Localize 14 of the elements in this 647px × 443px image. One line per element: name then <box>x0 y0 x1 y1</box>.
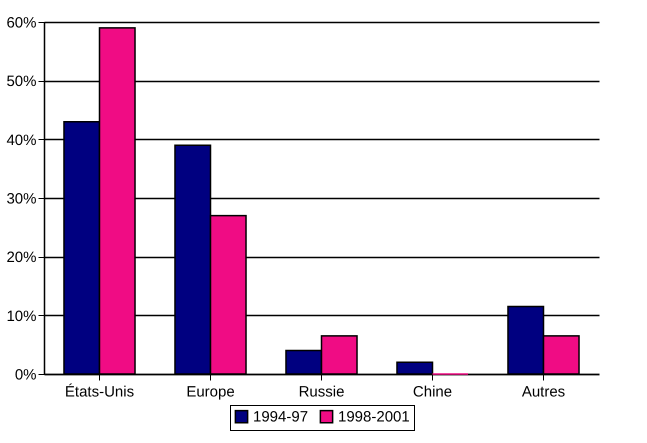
x-tick-label: Russie <box>298 384 344 400</box>
y-tick-label: 30% <box>6 190 36 208</box>
legend-label: 1998-2001 <box>338 408 410 426</box>
x-tick-label: Europe <box>186 384 235 400</box>
y-tick-label: 40% <box>6 132 36 149</box>
y-tick-label: 60% <box>6 14 36 32</box>
legend-label: 1994-97 <box>253 408 308 426</box>
x-tick-label: Autres <box>522 384 566 400</box>
y-tick-label: 50% <box>6 73 36 90</box>
x-tick-label: Chine <box>412 384 452 400</box>
x-tick-label: États-Unis <box>64 382 134 400</box>
y-tick-label: 10% <box>6 308 36 325</box>
y-tick-label: 0% <box>14 366 36 384</box>
y-tick-label: 20% <box>6 249 36 266</box>
